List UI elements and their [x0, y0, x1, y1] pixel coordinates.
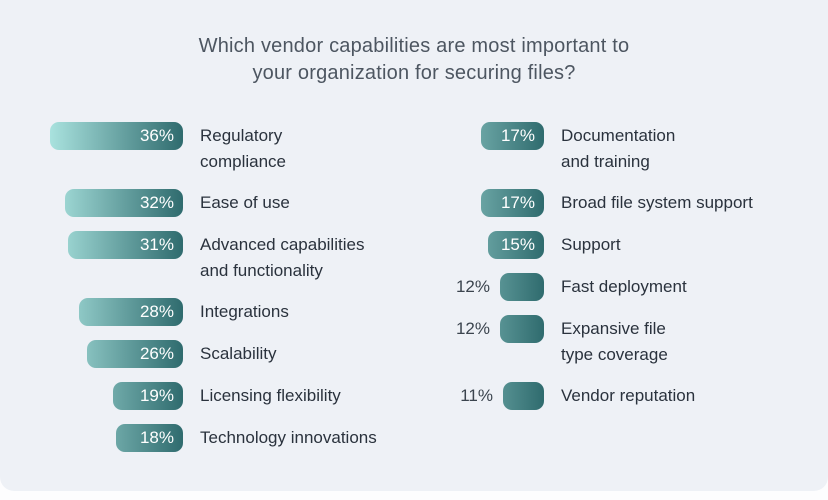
bar-category-label: Technology innovations: [200, 428, 377, 447]
bar-category-label: Licensing flexibility: [200, 386, 341, 405]
bar-track: 26% 26%: [50, 340, 183, 368]
bar: 12%: [500, 315, 544, 343]
chart-column-left: 36% 36% Regulatory compliance 32% 32% Ea…: [50, 122, 440, 466]
bar-track: 36% 36%: [50, 122, 183, 150]
chart-row: 15% 15% Support: [440, 231, 828, 259]
bar-track: 28% 28%: [50, 298, 183, 326]
bar-track: 11% 11%: [440, 382, 544, 410]
bar-value-label-outside: 12%: [455, 319, 490, 338]
chart-column-right: 17% 17% Documentation and training 17% 1…: [440, 122, 828, 466]
chart-row: 36% 36% Regulatory compliance: [50, 122, 440, 175]
chart-row: 18% 18% Technology innovations: [50, 424, 440, 452]
bar-category-label: Integrations: [200, 302, 289, 321]
bar-category-label: Fast deployment: [561, 277, 687, 296]
bar-category-label: Vendor reputation: [561, 386, 696, 405]
bar-track: 19% 19%: [50, 382, 183, 410]
chart-row: 12% 12% Expansive file type coverage: [440, 315, 828, 368]
bar-category-label: Documentation and training: [561, 126, 676, 171]
bar: 17%: [481, 122, 544, 150]
bar-track: 15% 15%: [440, 231, 544, 259]
bar-value-label-inside: 31%: [139, 235, 174, 254]
chart-columns: 36% 36% Regulatory compliance 32% 32% Ea…: [0, 122, 828, 466]
chart-row: 11% 11% Vendor reputation: [440, 382, 828, 410]
bar: 12%: [500, 273, 544, 301]
bar: 26%: [87, 340, 183, 368]
chart-row: 28% 28% Integrations: [50, 298, 440, 326]
bar-category-label: Ease of use: [200, 193, 290, 212]
chart-row: 19% 19% Licensing flexibility: [50, 382, 440, 410]
bar-value-label-outside: 12%: [455, 277, 490, 296]
bar-value-label-outside: 11%: [460, 386, 493, 405]
bar-category-label: Broad file system support: [561, 193, 753, 212]
bar-track: 31% 31%: [50, 231, 183, 259]
chart-row: 17% 17% Documentation and training: [440, 122, 828, 175]
bar-value-label-inside: 32%: [139, 193, 174, 212]
chart-row: 12% 12% Fast deployment: [440, 273, 828, 301]
bar-category-label: Advanced capabilities and functionality: [200, 235, 365, 280]
bar: 19%: [113, 382, 183, 410]
chart-row: 17% 17% Broad file system support: [440, 189, 828, 217]
bar-track: 18% 18%: [50, 424, 183, 452]
bar-track: 12% 12%: [440, 315, 544, 343]
bar-value-label-inside: 19%: [139, 386, 174, 405]
bar: 15%: [488, 231, 544, 259]
chart-row: 26% 26% Scalability: [50, 340, 440, 368]
chart-title: Which vendor capabilities are most impor…: [198, 35, 630, 84]
chart-row: 31% 31% Advanced capabilities and functi…: [50, 231, 440, 284]
bar-track: 17% 17%: [440, 122, 544, 150]
bar: 18%: [116, 424, 183, 452]
bar-value-label-inside: 15%: [500, 235, 535, 254]
bar-category-label: Scalability: [200, 344, 277, 363]
bar-category-label: Regulatory compliance: [200, 126, 286, 171]
bar-value-label-inside: 36%: [139, 126, 174, 145]
bar-track: 17% 17%: [440, 189, 544, 217]
bar: 36%: [50, 122, 183, 150]
bar-category-label: Expansive file type coverage: [561, 319, 668, 364]
bar: 31%: [68, 231, 183, 259]
bar-value-label-inside: 18%: [139, 428, 174, 447]
bar: 11%: [503, 382, 544, 410]
bar-value-label-inside: 28%: [139, 302, 174, 321]
chart-row: 32% 32% Ease of use: [50, 189, 440, 217]
bar: 17%: [481, 189, 544, 217]
bar: 28%: [79, 298, 183, 326]
bar-value-label-inside: 17%: [500, 126, 535, 145]
bar-track: 32% 32%: [50, 189, 183, 217]
bar-track: 12% 12%: [440, 273, 544, 301]
bar-value-label-inside: 26%: [139, 344, 174, 363]
bar: 32%: [65, 189, 183, 217]
bar-category-label: Support: [561, 235, 621, 254]
bar-value-label-inside: 17%: [500, 193, 535, 212]
